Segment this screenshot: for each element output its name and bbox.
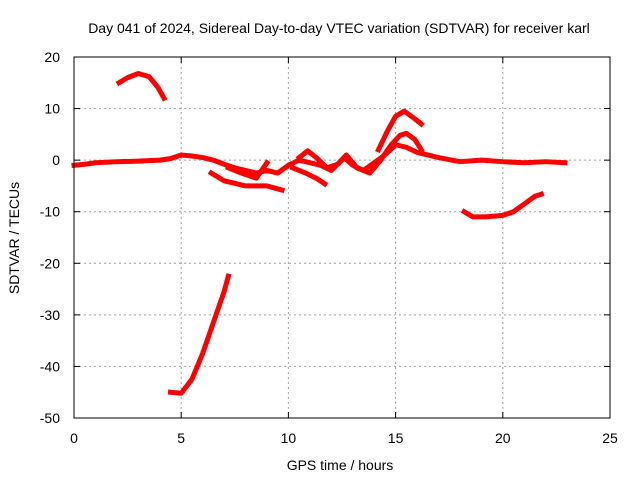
y-tick-label: 10 [44, 101, 60, 117]
series-main [71, 142, 568, 176]
series-steep-rise [167, 273, 232, 396]
chart-title: Day 041 of 2024, Sidereal Day-to-day VTE… [88, 20, 590, 36]
y-tick-label: -10 [40, 204, 60, 220]
series-tail-low [460, 191, 545, 220]
series-peak-high [375, 108, 425, 154]
x-axis-label: GPS time / hours [287, 457, 394, 473]
x-tick-label: 15 [388, 430, 404, 446]
y-tick-label: 20 [44, 49, 60, 65]
series-branch-1 [207, 169, 286, 194]
y-tick-label: -40 [40, 358, 60, 374]
y-tick-label: -20 [40, 255, 60, 271]
series-band-2 [295, 148, 385, 176]
x-tick-label: 20 [495, 430, 511, 446]
series-upper-arc [115, 71, 168, 102]
plot-frame [73, 56, 611, 419]
y-tick-label: -50 [40, 410, 60, 426]
x-tick-label: 0 [70, 430, 78, 446]
x-tick-label: 10 [281, 430, 297, 446]
y-tick-label: 0 [52, 152, 60, 168]
grid-lines [73, 56, 611, 419]
y-axis-label: SDTVAR / TECUs [6, 182, 22, 294]
series-peak-mid [377, 130, 425, 164]
series-group [71, 71, 568, 396]
series-branch-3 [225, 159, 271, 181]
x-tick-label: 5 [177, 430, 185, 446]
tick-labels: 0 5 10 15 20 25 20 10 0 -10 -20 -30 -40 -50 [40, 49, 618, 446]
y-tick-label: -30 [40, 307, 60, 323]
x-tick-label: 25 [602, 430, 618, 446]
series-branch-2 [289, 164, 329, 188]
